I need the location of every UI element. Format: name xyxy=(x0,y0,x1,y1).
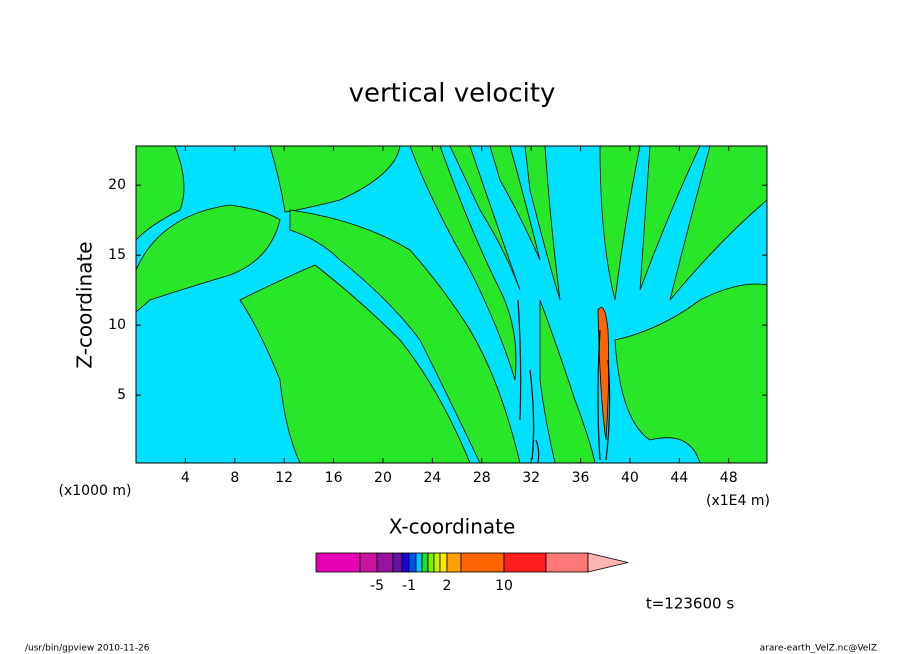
colorbar-tick-label: -1 xyxy=(402,578,416,594)
x-tick-label: 48 xyxy=(720,470,738,486)
colorbar-segment xyxy=(315,552,361,573)
footer-right: arare-earth_VelZ.nc@VelZ xyxy=(760,644,877,654)
colorbar-segment xyxy=(439,552,448,573)
x-axis-label: X-coordinate xyxy=(389,515,516,539)
time-label: t=123600 s xyxy=(646,595,734,613)
contour-region xyxy=(136,204,281,313)
chart-title: vertical velocity xyxy=(349,79,556,109)
contour-region xyxy=(669,146,767,301)
footer-left: /usr/bin/gpview 2010-11-26 xyxy=(25,644,150,654)
y-tick-label: 15 xyxy=(108,247,126,263)
contour-region xyxy=(524,146,561,301)
contour-region xyxy=(239,264,471,463)
y-tick-label: 5 xyxy=(117,387,126,403)
colorbar-tick-label: 2 xyxy=(443,578,452,594)
plot-frame xyxy=(135,145,768,464)
x-tick-label: 44 xyxy=(670,470,688,486)
colorbar-segment xyxy=(545,552,589,573)
x-tick-label: 40 xyxy=(621,470,639,486)
contour-region xyxy=(269,146,401,213)
colorbar-segment xyxy=(401,552,410,573)
y-tick-label: 20 xyxy=(108,177,126,193)
colorbar-segment xyxy=(392,552,403,573)
colorbar-segment xyxy=(376,552,394,573)
contour-field xyxy=(136,146,767,463)
x-tick-label: 28 xyxy=(473,470,491,486)
colorbar-tick-label: 10 xyxy=(495,578,513,594)
contour-region xyxy=(449,146,521,291)
x-tick-label: 12 xyxy=(275,470,293,486)
colorbar-segment xyxy=(460,552,505,573)
colorbar-segment xyxy=(415,552,423,573)
x-tick-label: 16 xyxy=(325,470,343,486)
colorbar-segment xyxy=(587,552,629,573)
contour-region xyxy=(489,146,541,261)
x-tick-label: 32 xyxy=(522,470,540,486)
x-tick-label: 4 xyxy=(181,470,190,486)
x-tick-label: 36 xyxy=(572,470,590,486)
contour-region xyxy=(409,146,517,381)
x-tick-label: 8 xyxy=(230,470,239,486)
colorbar-segment xyxy=(408,552,417,573)
colorbar-segment xyxy=(421,552,429,573)
x-unit-label: (x1000 m) xyxy=(59,483,132,499)
contour-region xyxy=(599,146,641,301)
x-tick-label: 24 xyxy=(423,470,441,486)
x-unit-label: (x1E4 m) xyxy=(706,493,770,509)
y-tick-label: 10 xyxy=(108,317,126,333)
contour-region xyxy=(597,307,610,441)
contour-region xyxy=(639,146,701,291)
colorbar-segment xyxy=(433,552,441,573)
contour-region xyxy=(539,299,596,463)
contour-line xyxy=(517,299,611,463)
colorbar-segment xyxy=(359,552,378,573)
x-tick-label: 20 xyxy=(374,470,392,486)
colorbar-segment xyxy=(503,552,547,573)
y-axis-label: Z-coordinate xyxy=(73,241,97,368)
colorbar-segment xyxy=(427,552,435,573)
contour-region xyxy=(136,146,185,241)
colorbar-tick-label: -5 xyxy=(370,578,384,594)
colorbar-segment xyxy=(446,552,462,573)
contour-region xyxy=(614,283,767,463)
